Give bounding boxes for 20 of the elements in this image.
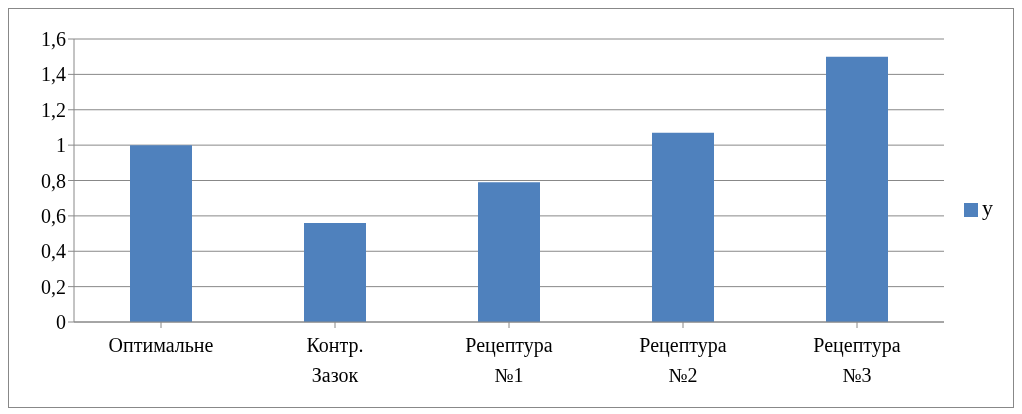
y-tick-label: 0,6 <box>41 204 66 227</box>
y-tick-label: 0,8 <box>41 169 66 192</box>
x-tick-label: Оптимальне <box>108 334 214 356</box>
y-tick-label: 0 <box>56 311 66 334</box>
y-tick-label: 0,2 <box>41 275 66 298</box>
x-tick-label: Рецептура №3 <box>813 334 901 386</box>
bar <box>304 222 366 322</box>
y-tick-label: 1,6 <box>41 28 66 51</box>
bar <box>478 182 540 322</box>
y-tick-label: 1 <box>56 134 66 157</box>
y-tick-label: 1,2 <box>41 98 66 121</box>
x-tick-label: Контр. Зазок <box>306 334 364 386</box>
bar <box>130 145 192 322</box>
bar <box>652 132 714 322</box>
legend-label: y <box>982 195 993 220</box>
y-tick-label: 1,4 <box>41 63 66 86</box>
bar <box>826 56 888 322</box>
y-tick-label: 0,4 <box>41 240 66 263</box>
x-tick-label: Рецептура №1 <box>465 334 553 386</box>
x-tick-label: Рецептура №2 <box>639 334 727 386</box>
